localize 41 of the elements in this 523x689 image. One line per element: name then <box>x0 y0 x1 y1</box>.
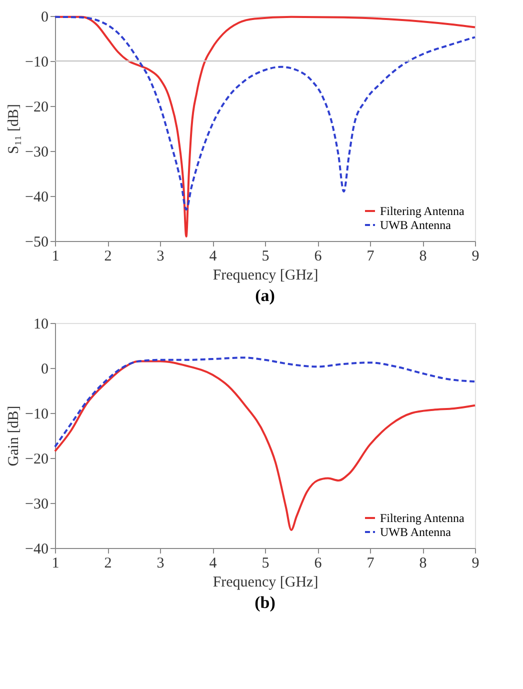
x-tick-label: 3 <box>156 248 164 264</box>
x-tick-label: 8 <box>419 556 427 572</box>
x-tick-label: 5 <box>262 248 270 264</box>
x-tick-label: 2 <box>104 248 112 264</box>
legend-label: Filtering Antenna <box>380 511 465 525</box>
x-tick-label: 5 <box>262 556 270 572</box>
y-tick-label: −30 <box>25 144 48 160</box>
y-tick-label: 10 <box>34 316 48 332</box>
y-tick-label: −20 <box>25 452 48 468</box>
y-tick-label: 0 <box>41 362 48 378</box>
y-tick-label: −50 <box>25 234 48 250</box>
y-tick-label: −10 <box>25 406 48 422</box>
x-tick-label: 8 <box>419 248 427 264</box>
text: (b) <box>254 593 276 612</box>
x-tick-label: 4 <box>209 556 218 572</box>
x-tick-label: 6 <box>314 248 322 264</box>
y-axis-title: S₁₁ [dB] <box>6 104 22 154</box>
y-tick-label: −10 <box>25 54 48 70</box>
y-tick-label: −30 <box>25 496 48 512</box>
y-tick-label: 0 <box>41 10 48 26</box>
x-tick-label: 1 <box>52 248 60 264</box>
x-axis-title: Frequency [GHz] <box>212 574 318 590</box>
x-tick-label: 6 <box>314 556 322 572</box>
x-tick-label: 9 <box>472 248 480 264</box>
x-tick-label: 7 <box>366 556 375 572</box>
text: (a) <box>255 286 275 305</box>
y-tick-label: −40 <box>25 190 48 206</box>
y-tick-label: −40 <box>25 542 48 558</box>
legend-label: UWB Antenna <box>380 525 452 539</box>
x-tick-label: 9 <box>472 556 480 572</box>
legend-label: UWB Antenna <box>380 218 452 232</box>
x-axis-title: Frequency [GHz] <box>212 268 318 284</box>
x-tick-label: 1 <box>52 556 60 572</box>
legend-label: Filtering Antenna <box>380 204 465 218</box>
x-tick-label: 4 <box>209 248 218 264</box>
x-tick-label: 7 <box>366 248 375 264</box>
y-tick-label: −20 <box>25 100 48 116</box>
line-series <box>54 356 476 448</box>
y-axis-title: Gain [dB] <box>6 406 22 466</box>
x-tick-label: 2 <box>104 556 112 572</box>
x-tick-label: 3 <box>156 556 164 572</box>
